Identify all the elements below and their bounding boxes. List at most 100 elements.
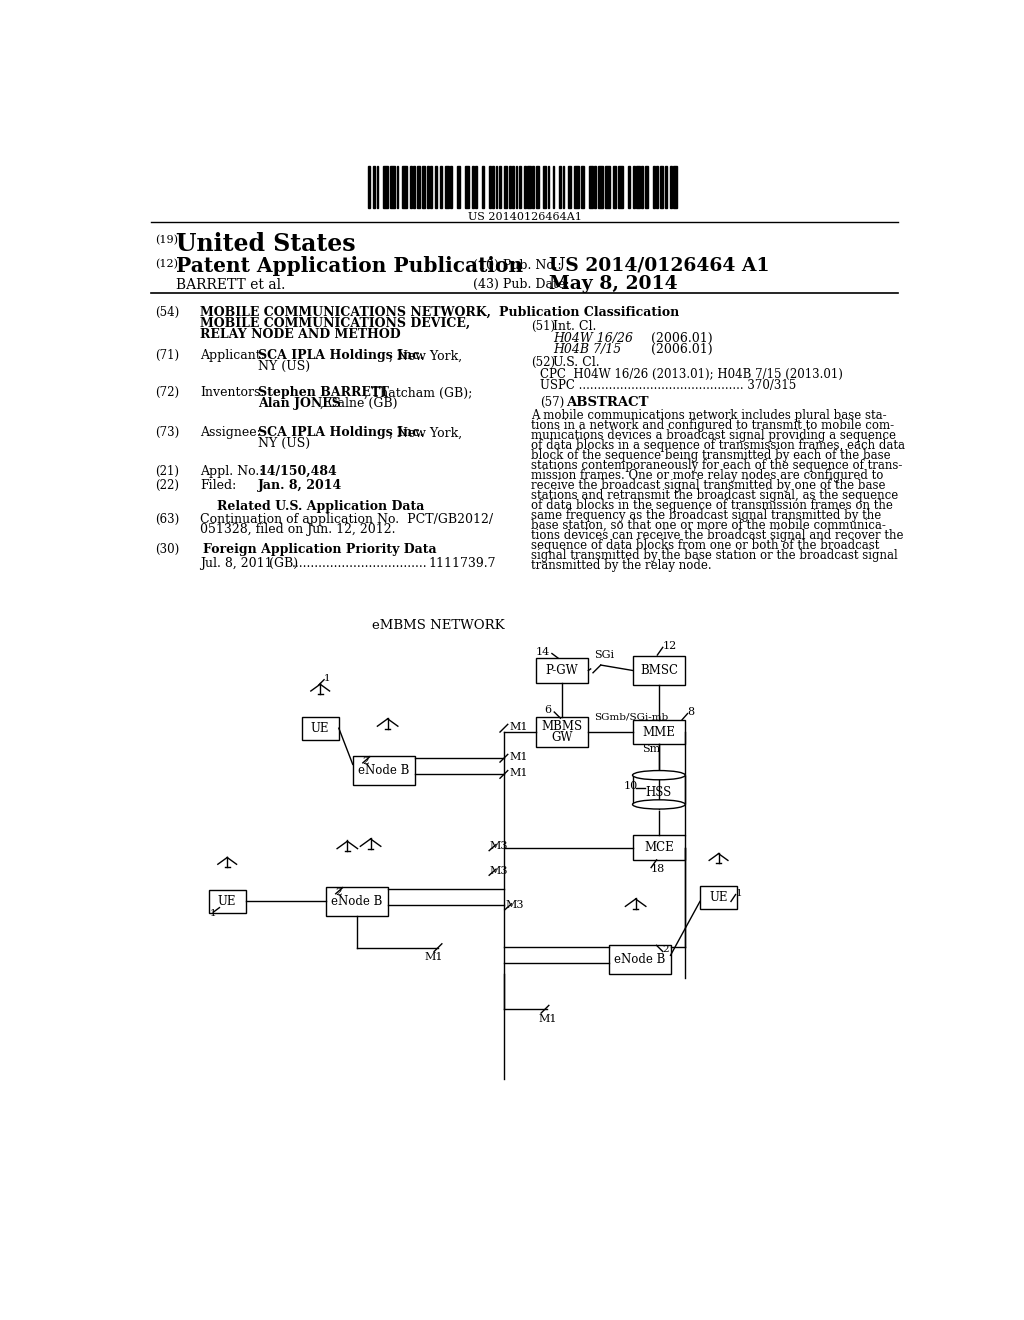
Text: (73): (73): [155, 426, 179, 440]
Text: stations and retransmit the broadcast signal, as the sequence: stations and retransmit the broadcast si…: [531, 488, 898, 502]
Bar: [390, 166, 395, 209]
Bar: [509, 166, 511, 209]
Bar: [613, 166, 616, 209]
Bar: [488, 166, 490, 209]
Bar: [590, 166, 593, 209]
Bar: [633, 836, 685, 859]
Text: GW: GW: [551, 731, 572, 744]
Text: M3: M3: [489, 866, 509, 875]
Bar: [414, 166, 415, 209]
Text: (GB): (GB): [269, 557, 298, 570]
Bar: [536, 718, 589, 747]
Text: 6: 6: [544, 705, 551, 715]
Text: UE: UE: [311, 722, 330, 735]
Text: Publication Classification: Publication Classification: [499, 306, 679, 319]
Text: Patent Application Publication: Patent Application Publication: [176, 256, 523, 276]
Text: (2006.01): (2006.01): [651, 343, 713, 356]
Text: Related U.S. Application Data: Related U.S. Application Data: [216, 499, 424, 512]
Bar: [401, 166, 407, 209]
Text: , New York,: , New York,: [389, 426, 462, 440]
Text: eNode B: eNode B: [358, 764, 410, 777]
Bar: [653, 166, 654, 209]
Text: eMBMS NETWORK: eMBMS NETWORK: [372, 619, 504, 632]
Text: SGi: SGi: [595, 649, 614, 660]
Bar: [396, 166, 398, 209]
Bar: [665, 166, 667, 209]
Text: MOBILE COMMUNICATIONS NETWORK,: MOBILE COMMUNICATIONS NETWORK,: [200, 306, 492, 319]
Text: of data blocks in the sequence of transmission frames on the: of data blocks in the sequence of transm…: [531, 499, 893, 512]
Text: Filed:: Filed:: [200, 479, 237, 492]
Bar: [562, 166, 564, 209]
Text: 18: 18: [651, 865, 666, 874]
Bar: [641, 166, 643, 209]
Text: Continuation of application No.  PCT/GB2012/: Continuation of application No. PCT/GB20…: [200, 512, 494, 525]
Bar: [633, 166, 635, 209]
Bar: [673, 166, 677, 209]
Text: MBMS: MBMS: [542, 721, 583, 733]
Text: eNode B: eNode B: [613, 953, 666, 966]
Text: MOBILE COMMUNICATIONS DEVICE,: MOBILE COMMUNICATIONS DEVICE,: [200, 317, 470, 330]
Bar: [383, 166, 388, 209]
Text: M1: M1: [424, 952, 442, 962]
Bar: [516, 166, 517, 209]
Text: tions in a network and configured to transmit to mobile com-: tions in a network and configured to tra…: [531, 418, 894, 432]
Text: stations contemporaneously for each of the sequence of trans-: stations contemporaneously for each of t…: [531, 459, 902, 471]
Text: SGmb/SGi-mb: SGmb/SGi-mb: [595, 713, 669, 721]
Text: NY (US): NY (US): [258, 360, 310, 374]
Bar: [411, 166, 412, 209]
Text: MME: MME: [642, 726, 675, 739]
Text: NY (US): NY (US): [258, 437, 310, 450]
Bar: [604, 166, 609, 209]
Text: CPC  H04W 16/26 (2013.01); H04B 7/15 (2013.01): CPC H04W 16/26 (2013.01); H04B 7/15 (201…: [541, 368, 843, 381]
Bar: [519, 166, 521, 209]
Text: (51): (51): [531, 321, 555, 333]
Bar: [466, 166, 469, 209]
Text: HSS: HSS: [646, 787, 672, 800]
Bar: [524, 166, 525, 209]
Bar: [457, 166, 461, 209]
Text: ...................................: ...................................: [292, 557, 428, 570]
Text: SCA IPLA Holdings Inc.: SCA IPLA Holdings Inc.: [258, 350, 424, 363]
Bar: [645, 166, 648, 209]
Text: (19): (19): [155, 235, 178, 246]
Bar: [559, 166, 561, 209]
Text: May 8, 2014: May 8, 2014: [549, 276, 678, 293]
Bar: [475, 166, 477, 209]
Text: 1: 1: [210, 908, 217, 917]
Text: UE: UE: [710, 891, 728, 904]
Text: (30): (30): [155, 544, 179, 557]
Bar: [512, 166, 514, 209]
Text: P-GW: P-GW: [546, 664, 579, 677]
Text: Inventors:: Inventors:: [200, 387, 264, 400]
Text: signal transmitted by the base station or the broadcast signal: signal transmitted by the base station o…: [531, 549, 898, 562]
Text: (71): (71): [155, 350, 179, 363]
Text: 14/150,484: 14/150,484: [258, 465, 337, 478]
Text: 1111739.7: 1111739.7: [429, 557, 497, 570]
Bar: [326, 887, 388, 916]
Bar: [633, 719, 685, 744]
Ellipse shape: [633, 800, 685, 809]
Text: sequence of data blocks from one or both of the broadcast: sequence of data blocks from one or both…: [531, 539, 880, 552]
Bar: [427, 166, 429, 209]
Text: Appl. No.:: Appl. No.:: [200, 465, 263, 478]
Bar: [532, 166, 535, 209]
Bar: [553, 166, 554, 209]
Text: 2: 2: [362, 756, 369, 766]
Text: Stephen BARRETT: Stephen BARRETT: [258, 387, 389, 400]
Bar: [445, 166, 449, 209]
Text: US 20140126464A1: US 20140126464A1: [468, 213, 582, 222]
Bar: [700, 886, 737, 909]
Text: (10) Pub. No.:: (10) Pub. No.:: [473, 259, 561, 272]
Text: M3: M3: [489, 841, 509, 851]
Bar: [659, 166, 664, 209]
Bar: [608, 945, 671, 974]
Text: (21): (21): [155, 465, 179, 478]
Bar: [440, 166, 442, 209]
Text: mission frames. One or more relay nodes are configured to: mission frames. One or more relay nodes …: [531, 469, 884, 482]
Text: ABSTRACT: ABSTRACT: [566, 396, 648, 409]
Bar: [548, 166, 549, 209]
Text: 1: 1: [324, 673, 331, 682]
Bar: [527, 166, 530, 209]
Text: USPC ............................................ 370/315: USPC ...................................…: [541, 379, 797, 392]
Text: Sm: Sm: [642, 744, 660, 754]
